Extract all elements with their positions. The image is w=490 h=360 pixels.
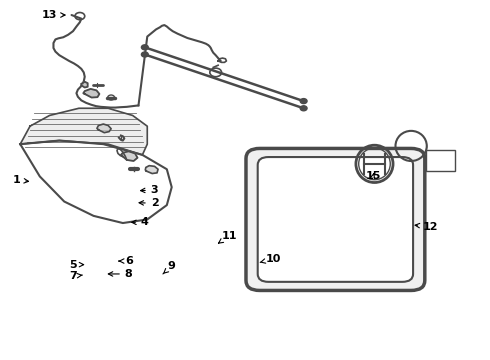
Text: 12: 12	[415, 222, 439, 231]
Circle shape	[142, 52, 148, 57]
Text: 11: 11	[219, 231, 237, 243]
Text: 9: 9	[163, 261, 175, 274]
Polygon shape	[20, 108, 147, 155]
Text: 15: 15	[366, 171, 381, 181]
Polygon shape	[121, 151, 138, 161]
Bar	[426, 149, 455, 171]
FancyBboxPatch shape	[246, 148, 425, 291]
Polygon shape	[83, 89, 99, 98]
Text: 3: 3	[141, 185, 158, 195]
Text: 14: 14	[433, 155, 448, 165]
Text: 8: 8	[108, 269, 133, 279]
Text: 7: 7	[69, 271, 82, 281]
Text: 1: 1	[12, 175, 28, 185]
Circle shape	[300, 99, 307, 104]
Text: 4: 4	[132, 217, 149, 227]
Polygon shape	[97, 124, 111, 133]
Polygon shape	[81, 82, 88, 87]
Text: 10: 10	[260, 254, 281, 264]
Text: 13: 13	[42, 10, 65, 20]
Text: 6: 6	[119, 256, 133, 266]
Text: 2: 2	[139, 198, 158, 208]
Circle shape	[300, 106, 307, 111]
Polygon shape	[146, 166, 158, 174]
FancyBboxPatch shape	[258, 157, 413, 282]
Text: 5: 5	[69, 260, 84, 270]
Circle shape	[142, 45, 148, 50]
